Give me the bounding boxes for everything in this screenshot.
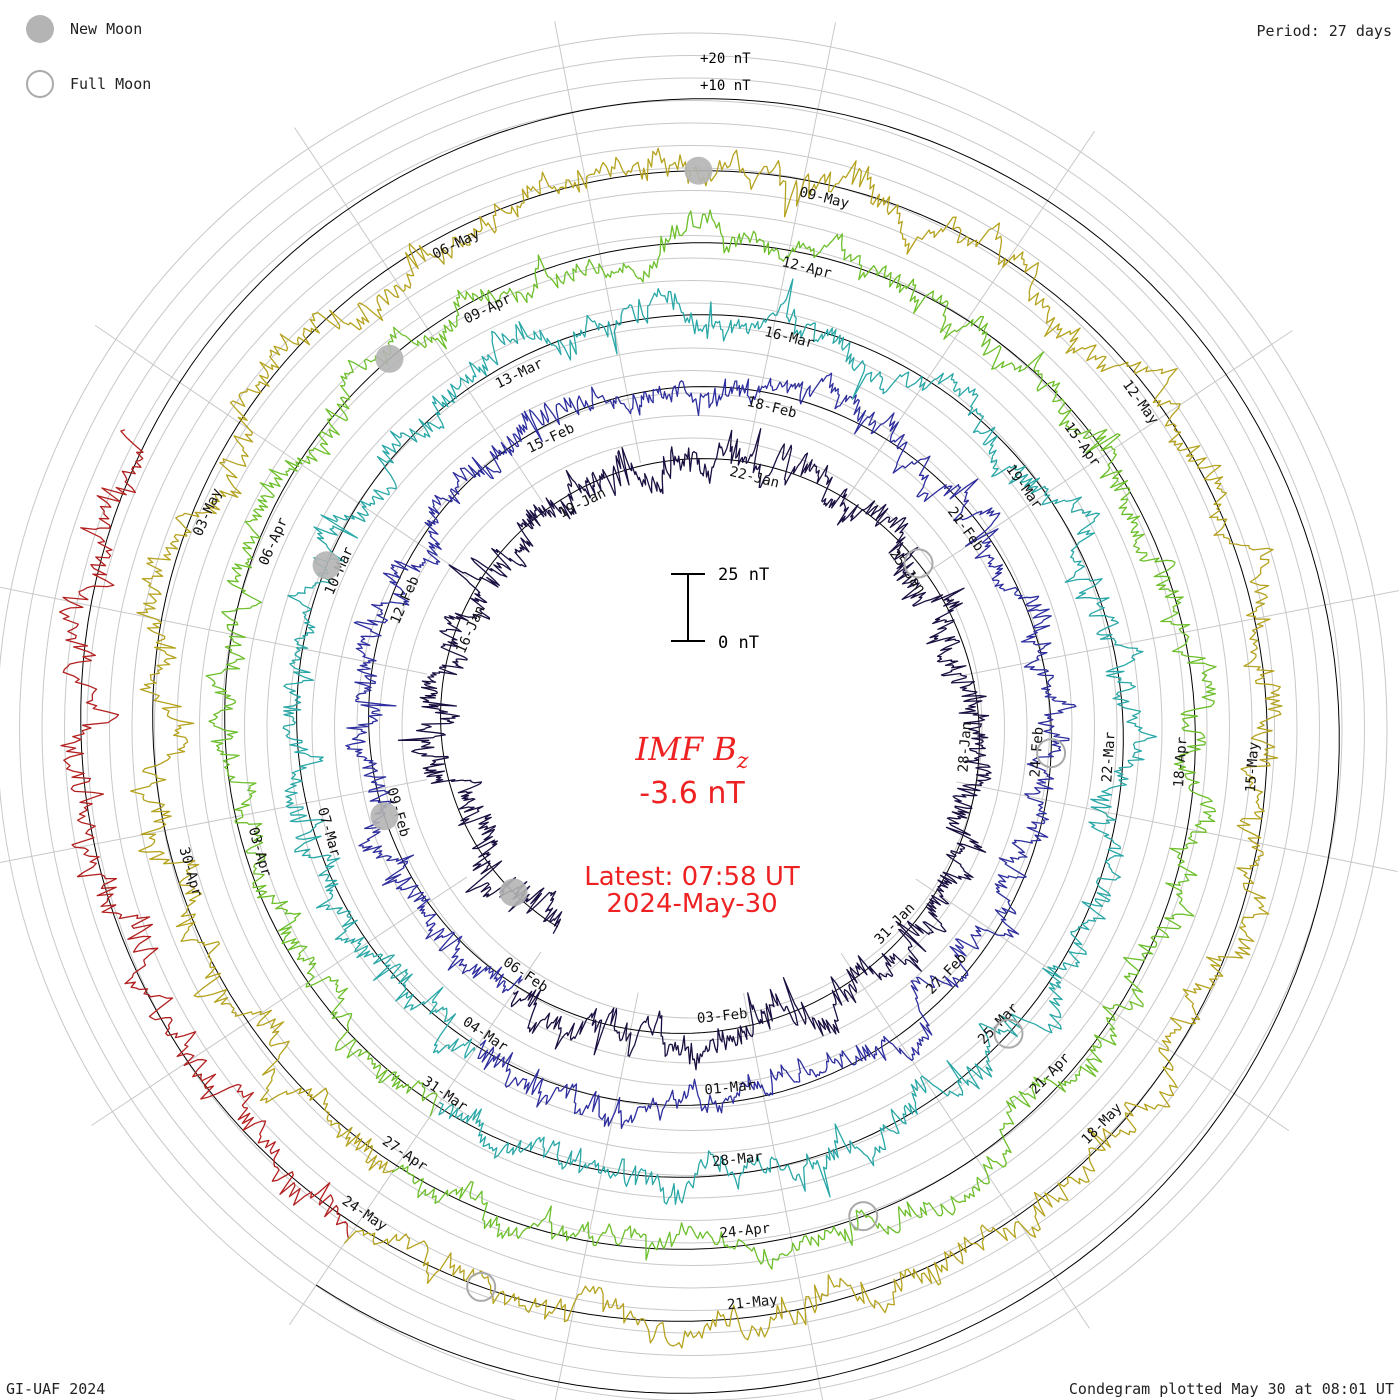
current-value: -3.6 nT xyxy=(639,776,745,811)
date-label: 03-Feb xyxy=(696,1006,748,1027)
date-label: 19-Mar xyxy=(1002,462,1045,512)
grid-spoke xyxy=(840,952,1090,1329)
grid-ring xyxy=(109,145,1275,1311)
full-moon-marker xyxy=(848,1201,879,1232)
date-label: 13-Mar xyxy=(493,356,545,393)
ring-scale-label-10: +10 nT xyxy=(700,78,751,94)
date-label: 03-Apr xyxy=(245,825,274,878)
plotted-label: Condegram plotted May 30 at 08:01 UT xyxy=(1068,1380,1394,1398)
scale-bar: 25 nT 0 nT xyxy=(671,565,769,653)
trace-rotation-4 xyxy=(205,209,1217,1270)
trace-rotation-3 xyxy=(282,278,1158,1205)
grid-ring xyxy=(289,325,1095,1131)
full-moon-label: Full Moon xyxy=(70,75,152,93)
zero-baseline-spiral xyxy=(80,98,1340,1394)
date-label: 28-Mar xyxy=(711,1149,763,1170)
grid-spoke xyxy=(956,781,1398,873)
date-label: 28-Jan xyxy=(956,721,975,773)
grid-spoke xyxy=(288,951,542,1326)
full-moon-marker xyxy=(466,1271,497,1302)
grid-ring xyxy=(379,415,1005,1041)
period-label: Period: 27 days xyxy=(1256,22,1392,40)
date-label: 06-Apr xyxy=(256,515,291,568)
grid-ring xyxy=(244,280,1140,1176)
new-moon-marker xyxy=(684,156,713,185)
grid-spoke xyxy=(554,992,639,1400)
grid-spoke xyxy=(915,878,1290,1132)
new-moon-icon xyxy=(26,15,54,43)
full-moon-icon xyxy=(26,70,54,98)
grid-ring xyxy=(41,77,1343,1379)
date-label: 21-Apr xyxy=(1027,1050,1074,1097)
full-moon-marker xyxy=(903,548,934,579)
full-moon-marker xyxy=(993,1018,1024,1049)
date-label: 24-Apr xyxy=(719,1221,771,1242)
grid-spoke xyxy=(0,779,428,864)
trace-rotation-1 xyxy=(397,428,992,1071)
grid-ring xyxy=(334,370,1050,1086)
date-label: 19-Jan xyxy=(556,485,608,522)
date-label: 27-Feb xyxy=(923,950,970,997)
grid-ring xyxy=(401,437,983,1019)
new-moon-marker xyxy=(370,802,399,831)
date-label: 06-May xyxy=(430,226,482,263)
date-label: 21-May xyxy=(726,1292,778,1313)
full-moon-marker xyxy=(1036,738,1067,769)
grid-spoke xyxy=(294,127,544,504)
grid-ring xyxy=(199,235,1185,1221)
legend-new-moon: New Moon xyxy=(26,14,142,44)
new-moon-label: New Moon xyxy=(70,20,143,38)
new-moon-marker xyxy=(312,551,341,580)
grid-ring xyxy=(19,55,1365,1400)
chart-traces xyxy=(59,147,1283,1349)
new-moon-marker xyxy=(499,878,528,907)
grid-ring xyxy=(64,100,1320,1356)
grid-spoke xyxy=(94,324,469,578)
grid-spoke xyxy=(91,876,468,1126)
scale-bar-top-label: 25 nT xyxy=(718,565,769,585)
chart-grid xyxy=(0,21,1399,1400)
grid-ring xyxy=(154,190,1230,1266)
scale-bar-bottom-label: 0 nT xyxy=(718,633,759,653)
new-moon-marker xyxy=(375,344,404,373)
date-label: 18-Apr xyxy=(1171,736,1190,788)
grid-ring xyxy=(311,347,1073,1109)
latest-date: 2024-May-30 xyxy=(606,889,777,919)
date-label: 22-Mar xyxy=(1099,731,1118,783)
grid-ring xyxy=(266,302,1118,1154)
grid-ring xyxy=(0,32,1388,1400)
grid-spoke xyxy=(842,130,1096,505)
trace-rotation-2 xyxy=(345,372,1077,1130)
date-label: 01-Mar xyxy=(704,1077,756,1098)
grid-spoke xyxy=(743,992,824,1400)
chart-moon-markers xyxy=(312,156,1067,1302)
date-label: 07-Mar xyxy=(314,806,343,859)
ring-scale-label-20: +20 nT xyxy=(700,51,751,67)
date-label: 15-May xyxy=(1243,741,1262,793)
trace-rotation-5 xyxy=(129,147,1283,1349)
trace-rotation-6 xyxy=(59,429,349,1238)
grid-spoke xyxy=(0,586,428,675)
grid-ring xyxy=(131,167,1253,1289)
latest-time: Latest: 07:58 UT xyxy=(584,862,800,892)
date-label: 31-Mar xyxy=(419,1074,470,1116)
grid-ring xyxy=(221,257,1163,1199)
credit-label: GI-UAF 2024 xyxy=(6,1380,106,1398)
grid-ring xyxy=(86,122,1298,1334)
legend-full-moon: Full Moon xyxy=(26,69,151,99)
chart-title: IMF Bz xyxy=(635,730,749,774)
grid-spoke xyxy=(554,21,641,464)
grid-ring xyxy=(356,392,1028,1064)
grid-ring xyxy=(176,212,1208,1244)
